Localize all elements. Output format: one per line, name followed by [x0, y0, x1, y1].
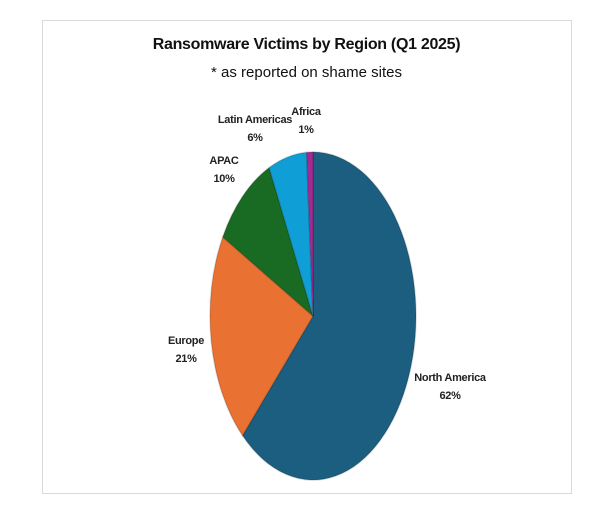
- label-value: 6%: [247, 132, 263, 144]
- label-name: APAC: [209, 155, 239, 167]
- label-value: 62%: [439, 390, 461, 402]
- pie-slice-europe: [209, 235, 314, 437]
- label-name: Latin Americas: [217, 114, 293, 126]
- label-africa: Africa 1%: [291, 103, 321, 139]
- label-name: Europe: [167, 335, 205, 347]
- label-name: North America: [414, 372, 486, 384]
- pie-slice-africa: [305, 151, 314, 317]
- label-north-america: North America 62%: [414, 369, 486, 405]
- label-name: Africa: [291, 106, 321, 118]
- label-europe: Europe 21%: [168, 332, 204, 368]
- label-value: 21%: [175, 353, 197, 365]
- label-value: 1%: [298, 124, 314, 136]
- label-value: 10%: [213, 173, 235, 185]
- label-latin-americas: Latin Americas 6%: [217, 111, 293, 147]
- chart-title: Ransomware Victims by Region (Q1 2025): [152, 36, 461, 53]
- pie-slice-apac: [221, 166, 315, 319]
- chart-frame: [42, 20, 572, 494]
- pie-slice-latin-americas: [268, 151, 314, 317]
- chart-subtitle: * as reported on shame sites: [211, 64, 402, 81]
- pie-slice-north-america: [241, 151, 417, 481]
- label-apac: APAC 10%: [209, 152, 238, 188]
